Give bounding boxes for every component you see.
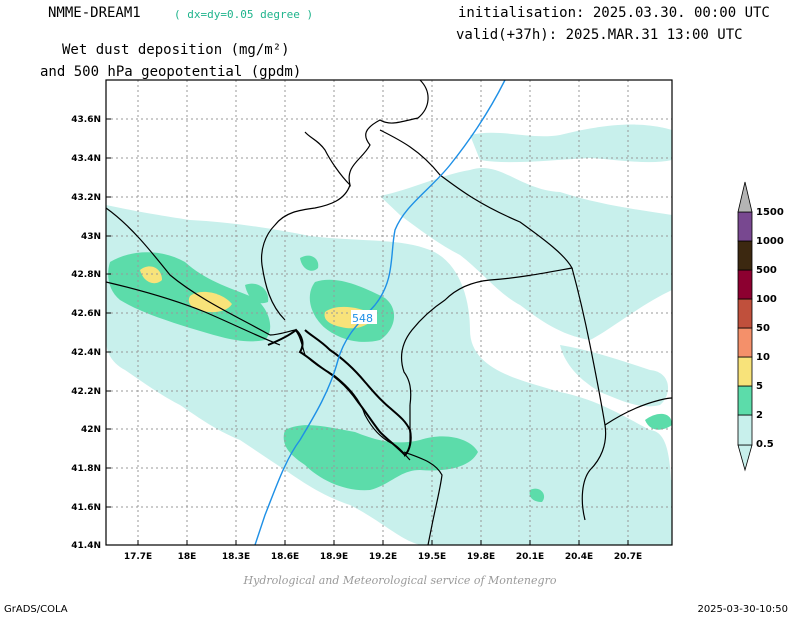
legend-swatch bbox=[737, 269, 753, 300]
legend-swatch bbox=[737, 298, 753, 329]
legend-label: 0.5 bbox=[756, 439, 774, 450]
lat-tick-label: 43.6N bbox=[71, 115, 101, 125]
legend-label: 100 bbox=[756, 294, 777, 305]
lat-tick-label: 43.2N bbox=[71, 193, 101, 203]
lon-tick-label: 20.1E bbox=[516, 552, 544, 562]
legend-label: 500 bbox=[756, 265, 777, 276]
lon-tick-label: 20.7E bbox=[614, 552, 642, 562]
lat-tick-label: 41.4N bbox=[71, 541, 101, 551]
lon-labels: 17.7E 18E 18.3E 18.6E 18.9E 19.2E 19.5E … bbox=[124, 552, 642, 562]
lon-tick-label: 18.6E bbox=[271, 552, 299, 562]
lat-tick-label: 42N bbox=[81, 425, 101, 435]
map-title-line1: Wet dust deposition (mg/m²) bbox=[62, 42, 290, 58]
legend-label: 1000 bbox=[756, 236, 784, 247]
lat-lon-grid bbox=[106, 80, 672, 545]
lon-tick-label: 19.8E bbox=[467, 552, 495, 562]
lat-tick-label: 43.4N bbox=[71, 154, 101, 164]
lat-tick-label: 41.8N bbox=[71, 464, 101, 474]
model-resolution: ( dx=dy=0.05 degree ) bbox=[174, 8, 314, 21]
montenegro-border bbox=[267, 328, 412, 457]
software-label: GrADS/COLA bbox=[4, 604, 68, 615]
valid-time: valid(+37h): 2025.MAR.31 13:00 UTC bbox=[456, 27, 743, 43]
map-title-line2: and 500 hPa geopotential (gpdm) bbox=[40, 64, 302, 80]
legend-label: 1500 bbox=[756, 207, 784, 218]
lon-tick-label: 17.7E bbox=[124, 552, 152, 562]
legend-label: 5 bbox=[756, 381, 763, 392]
legend-label: 50 bbox=[756, 323, 770, 334]
legend-bottom-arrow bbox=[737, 444, 753, 472]
legend-swatch bbox=[737, 385, 753, 416]
model-name: NMME-DREAM1 bbox=[48, 5, 141, 21]
legend-swatch bbox=[737, 327, 753, 358]
legend-swatch bbox=[737, 356, 753, 387]
lat-tick-label: 42.8N bbox=[71, 270, 101, 280]
lat-tick-label: 41.6N bbox=[71, 503, 101, 513]
render-timestamp: 2025-03-30-10:50 bbox=[697, 604, 788, 615]
contour-label: 548 bbox=[352, 312, 373, 325]
lat-tick-label: 42.6N bbox=[71, 309, 101, 319]
lat-tick-label: 43N bbox=[81, 232, 101, 242]
lon-tick-label: 19.5E bbox=[418, 552, 446, 562]
initialisation-time: initialisation: 2025.03.30. 00:00 UTC bbox=[458, 5, 770, 21]
lon-tick-label: 19.2E bbox=[369, 552, 397, 562]
legend-top-arrow bbox=[737, 181, 753, 213]
lat-tick-label: 42.2N bbox=[71, 387, 101, 397]
color-legend: 0.5 2 5 10 50 100 500 1000 1500 bbox=[737, 181, 784, 472]
lon-tick-label: 18.3E bbox=[222, 552, 250, 562]
lon-tick-label: 20.4E bbox=[565, 552, 593, 562]
legend-swatch bbox=[737, 211, 753, 242]
axis-ticks bbox=[106, 118, 629, 546]
contour-label-bg bbox=[351, 310, 377, 324]
lat-labels: 43.6N 43.4N 43.2N 43N 42.8N 42.6N 42.4N … bbox=[71, 115, 101, 551]
lon-tick-label: 18.9E bbox=[320, 552, 348, 562]
lat-tick-label: 42.4N bbox=[71, 348, 101, 358]
legend-label: 10 bbox=[756, 352, 770, 363]
credit-text: Hydrological and Meteorological service … bbox=[243, 574, 557, 587]
lon-tick-label: 18E bbox=[178, 552, 197, 562]
legend-label: 2 bbox=[756, 410, 763, 421]
legend-swatch bbox=[737, 240, 753, 271]
legend-swatch bbox=[737, 414, 753, 446]
